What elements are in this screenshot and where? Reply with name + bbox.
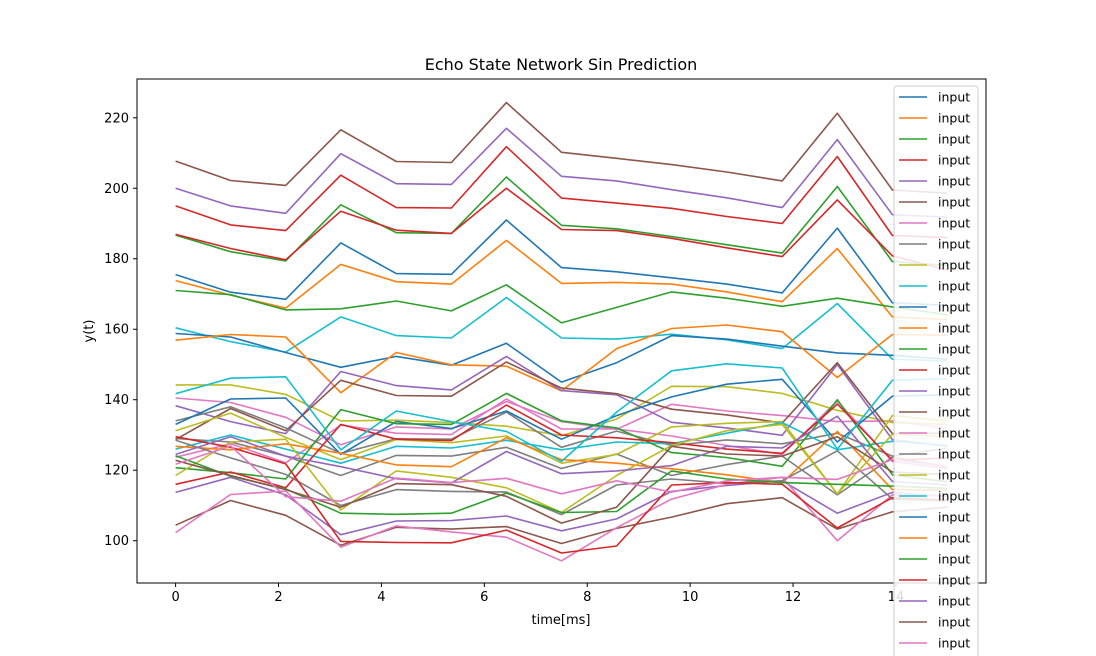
series-line-17 — [175, 398, 948, 470]
series-line-33 — [175, 415, 948, 486]
series-line-31 — [175, 455, 948, 516]
series-line-30 — [175, 362, 948, 463]
legend-label: input — [938, 321, 970, 336]
legend-label: input — [938, 510, 970, 525]
y-tick-label: 120 — [104, 464, 129, 479]
x-tick-label: 8 — [583, 590, 591, 605]
x-tick-label: 6 — [480, 590, 488, 605]
legend-label: input — [938, 300, 970, 315]
series-line-20 — [175, 421, 948, 465]
legend-label: input — [938, 258, 970, 273]
legend-label: input — [938, 531, 970, 546]
legend-label: input — [938, 384, 970, 399]
x-tick-label: 0 — [171, 590, 179, 605]
legend-label: input — [938, 426, 970, 441]
legend-label: input — [938, 216, 970, 231]
legend-label: input — [938, 636, 970, 651]
series-line-1 — [175, 219, 948, 307]
legend-label: input — [938, 342, 970, 357]
legend-label: input — [938, 174, 970, 189]
legend-label: input — [938, 237, 970, 252]
x-tick-label: 2 — [274, 590, 282, 605]
legend-label: input — [938, 279, 970, 294]
series-line-27 — [175, 476, 948, 562]
series-layer — [175, 101, 948, 562]
series-line-34 — [175, 435, 948, 524]
legend-label: input — [938, 594, 970, 609]
series-line-22 — [175, 430, 948, 492]
y-tick-label: 200 — [104, 182, 129, 197]
legend-label: input — [938, 468, 970, 483]
legend-frame — [893, 85, 979, 656]
legend-label: input — [938, 111, 970, 126]
x-tick-label: 10 — [682, 590, 699, 605]
plot-frame — [136, 78, 987, 584]
series-line-28 — [175, 439, 948, 516]
y-tick-label: 220 — [104, 111, 129, 126]
series-line-10 — [175, 296, 948, 362]
x-axis-label: time[ms] — [532, 613, 591, 628]
legend-label: input — [938, 132, 970, 147]
legend-label: input — [938, 363, 970, 378]
y-tick-label: 140 — [104, 393, 129, 408]
y-tick-label: 180 — [104, 252, 129, 267]
series-line-3 — [175, 283, 948, 324]
legend-label: input — [938, 573, 970, 588]
y-axis-ticks: 100 120 140 160 180 200 220 — [104, 111, 137, 549]
y-tick-label: 100 — [104, 534, 129, 549]
legend-label: input — [938, 90, 970, 105]
series-line-13 — [175, 176, 948, 267]
series-line-32 — [175, 435, 948, 554]
series-line-25 — [175, 476, 948, 536]
legend-label: input — [938, 447, 970, 462]
legend-label: input — [938, 405, 970, 420]
chart-title: Echo State Network Sin Prediction — [425, 55, 698, 74]
series-line-16 — [175, 361, 948, 441]
legend-label: input — [938, 489, 970, 504]
series-line-35 — [175, 445, 948, 503]
legend-label: input — [938, 615, 970, 630]
series-line-14 — [175, 187, 948, 271]
y-axis-label: y(t) — [82, 320, 97, 343]
x-tick-label: 12 — [785, 590, 802, 605]
legend-label: input — [938, 552, 970, 567]
series-line-6 — [175, 101, 948, 194]
legend-label: input — [938, 153, 970, 168]
series-line-4 — [175, 145, 948, 239]
series-line-2 — [175, 239, 948, 321]
series-line-24 — [175, 403, 948, 489]
series-line-18 — [175, 405, 948, 457]
series-line-11 — [175, 332, 948, 383]
y-tick-label: 160 — [104, 323, 129, 338]
x-tick-label: 4 — [377, 590, 385, 605]
series-line-5 — [175, 127, 948, 218]
legend-label: input — [938, 195, 970, 210]
legend: input input input input input input input input… — [893, 85, 979, 656]
